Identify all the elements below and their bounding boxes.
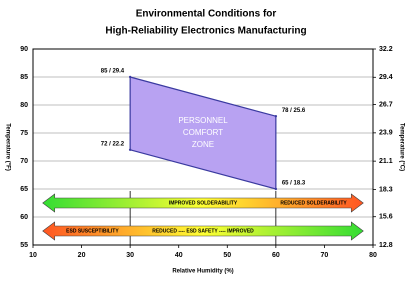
y-tick-label: 70 xyxy=(20,158,28,165)
arrow-label: REDUCED SOLDERABILITY xyxy=(280,200,347,206)
chart-title: High-Reliability Electronics Manufacturi… xyxy=(105,26,306,37)
zone-vertex xyxy=(274,115,278,118)
arrow-label: ESD SUSCEPTIBILITY xyxy=(66,228,119,234)
x-tick-label: 30 xyxy=(126,252,134,259)
zone-vertex xyxy=(128,148,132,151)
y-tick-label: 85 xyxy=(20,74,28,81)
y2-axis-label: Temperature (°C) xyxy=(398,123,404,171)
vertex-label: 85 / 29.4 xyxy=(101,69,125,75)
x-tick-label: 70 xyxy=(321,252,329,259)
x-axis-label: Relative Humidity (%) xyxy=(172,269,233,275)
y-tick-label: 65 xyxy=(20,186,28,193)
vertex-label: 72 / 22.2 xyxy=(101,141,125,147)
x-tick-label: 10 xyxy=(29,252,37,259)
y-tick-label: 90 xyxy=(20,46,28,53)
plot-frame xyxy=(32,48,374,246)
x-tick-label: 50 xyxy=(223,252,231,259)
zone-vertex xyxy=(128,75,132,79)
y-tick-label: 60 xyxy=(20,214,28,221)
y-tick-label: 75 xyxy=(20,130,28,137)
y-axis-label: Temperature (°F) xyxy=(4,123,10,171)
y2-tick-label: 26.7 xyxy=(379,101,393,108)
range-arrow xyxy=(42,193,364,213)
y-tick-label: 80 xyxy=(20,102,28,109)
zone-label: COMFORT xyxy=(183,128,223,137)
y2-tick-label: 23.9 xyxy=(379,130,393,137)
zone-vertex xyxy=(274,187,278,191)
y2-tick-label: 29.4 xyxy=(379,74,393,81)
arrow-label: IMPROVED SOLDERABILITY xyxy=(169,200,238,206)
y2-tick-label: 15.6 xyxy=(379,214,393,221)
zone-label: PERSONNEL xyxy=(178,116,228,125)
x-tick-label: 20 xyxy=(78,252,86,259)
y2-tick-label: 12.8 xyxy=(379,242,393,249)
y-tick-label: 55 xyxy=(20,242,28,249)
zone-label: ZONE xyxy=(192,140,214,149)
y2-tick-label: 21.1 xyxy=(379,158,393,165)
arrow-label: REDUCED ---- ESD SAFETY ---- IMPROVED xyxy=(152,228,254,234)
vertex-label: 65 / 18.3 xyxy=(282,181,306,187)
y2-tick-label: 32.2 xyxy=(379,46,393,53)
x-tick-label: 60 xyxy=(272,252,280,259)
y2-tick-label: 18.3 xyxy=(379,186,393,193)
chart-title: Environmental Conditions for xyxy=(136,9,277,20)
vertex-label: 78 / 25.6 xyxy=(282,108,306,114)
x-tick-label: 40 xyxy=(175,252,183,259)
range-arrow xyxy=(42,221,364,241)
x-tick-label: 80 xyxy=(369,252,377,259)
